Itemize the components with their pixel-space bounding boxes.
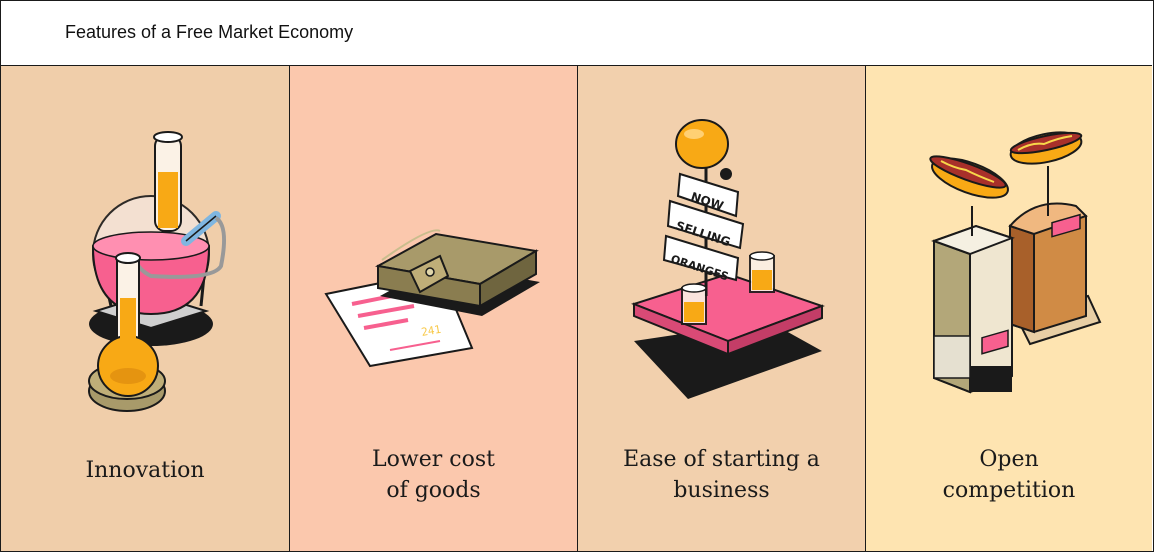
- panel-label: Lower cost of goods: [290, 444, 577, 506]
- label-line: of goods: [386, 478, 481, 503]
- orange-stand-icon: NOW SELLING ORANGES: [631, 119, 825, 399]
- label-line: Lower cost: [372, 447, 495, 472]
- label-line: Open: [979, 447, 1039, 472]
- panel-open-competition: Open competition: [866, 66, 1152, 551]
- panel-label: Open competition: [866, 444, 1152, 506]
- hotdog-stands-icon: [929, 131, 1102, 394]
- panel-label: Ease of starting a business: [578, 444, 865, 506]
- panel-ease-starting: NOW SELLING ORANGES Ease of starting a b…: [578, 66, 866, 551]
- page-title: Features of a Free Market Economy: [65, 22, 354, 42]
- panel-innovation: Innovation: [1, 66, 290, 551]
- panel-label: Innovation: [1, 455, 289, 486]
- chemistry-flask-icon: [88, 131, 227, 412]
- panel-lower-cost: 241 Lower cost of goods: [290, 66, 578, 551]
- label-line: competition: [942, 478, 1076, 503]
- feature-panels: Innovation 241: [1, 66, 1152, 551]
- label-line: Innovation: [85, 458, 205, 483]
- label-line: Ease of starting a: [623, 447, 820, 472]
- receipt-number: 241: [420, 323, 442, 339]
- label-line: business: [673, 478, 770, 503]
- header: Features of a Free Market Economy: [1, 1, 1152, 66]
- wallet-receipt-icon: 241: [324, 229, 540, 368]
